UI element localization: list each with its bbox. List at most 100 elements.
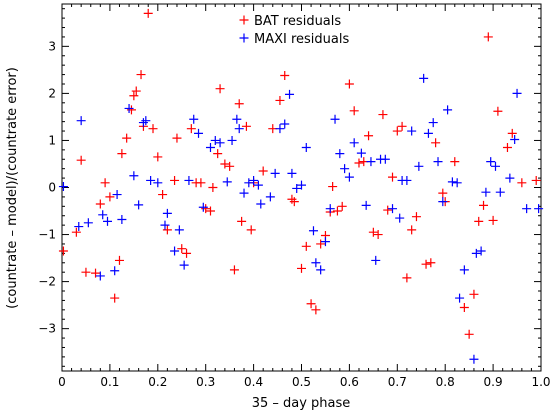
bat-residual-point <box>95 199 105 209</box>
legend: BAT residuals MAXI residuals <box>239 14 349 47</box>
x-tick-label: 0 <box>58 375 66 389</box>
maxi-residual-point <box>361 200 371 210</box>
maxi-residual-point <box>423 128 433 138</box>
bat-residual-point <box>402 273 412 283</box>
x-tick-label: 0.5 <box>292 375 311 389</box>
maxi-residual-point <box>110 266 120 276</box>
maxi-residual-point <box>320 237 330 247</box>
bat-residual-point <box>311 305 321 315</box>
x-tick-labels: 0 0.1 0.2 0.3 0.4 0.5 0.6 0.7 0.8 0.9 1.0 <box>58 375 550 389</box>
maxi-residual-point <box>455 293 465 303</box>
bat-residual-point <box>213 149 223 159</box>
bat-residual-point <box>110 293 120 303</box>
maxi-residual-point <box>95 271 105 281</box>
bat-residual-point <box>479 200 489 210</box>
maxi-residual-point <box>486 157 496 167</box>
maxi-residual-point <box>340 164 350 174</box>
bat-residual-point <box>531 175 541 185</box>
maxi-residual-point <box>162 208 172 218</box>
maxi-residual-point <box>285 89 295 99</box>
bat-residual-point <box>438 188 448 198</box>
legend-item-bat: BAT residuals <box>239 14 341 29</box>
bat-residual-point <box>431 138 441 148</box>
maxi-residual-point <box>160 220 170 230</box>
bat-residual-point <box>450 157 460 167</box>
bat-residual-point <box>91 268 101 278</box>
bat-residual-point <box>383 205 393 215</box>
x-tick-label: 0.8 <box>436 375 455 389</box>
bat-residual-point <box>373 230 383 240</box>
maxi-residual-point <box>210 135 220 145</box>
axis-ticks <box>61 4 542 371</box>
y-tick-label: −2 <box>38 275 56 289</box>
maxi-residual-point <box>194 128 204 138</box>
bat-residual-point <box>201 204 211 214</box>
maxi-residual-point <box>349 138 359 148</box>
bat-residual-point <box>483 32 493 42</box>
maxi-residual-point <box>153 178 163 188</box>
x-tick-label: 0.1 <box>100 375 119 389</box>
maxi-residual-point <box>311 258 321 268</box>
maxi-residual-point <box>447 177 457 187</box>
y-tick-label: 1 <box>48 133 56 147</box>
maxi-residual-point <box>371 255 381 265</box>
x-tick-label: 0.7 <box>388 375 407 389</box>
maxi-residual-point <box>469 354 479 364</box>
bat-residual-point <box>397 121 407 131</box>
bat-residual-point <box>328 182 338 192</box>
y-tick-label: 3 <box>48 39 56 53</box>
bat-residual-point <box>297 263 306 273</box>
bat-residual-point <box>196 178 206 188</box>
bat-residual-point <box>411 212 421 222</box>
bat-residual-point <box>105 192 115 202</box>
maxi-residual-point <box>438 197 448 207</box>
bat-residual-point <box>71 227 81 237</box>
bat-residual-point <box>378 110 388 120</box>
y-tick-labels: −3 −2 −1 0 1 2 3 <box>38 39 56 335</box>
maxi-residual-point <box>344 172 354 182</box>
bat-residual-point <box>234 99 244 109</box>
maxi-residual-point <box>452 178 462 188</box>
bat-residual-point <box>354 158 364 168</box>
maxi-residual-point <box>270 168 280 178</box>
bat-residual-point <box>100 178 110 188</box>
maxi-residual-point <box>256 199 266 209</box>
maxi-residual-point <box>433 157 443 167</box>
x-tick-label: 0.2 <box>148 375 167 389</box>
bat-residual-point <box>502 143 512 153</box>
bat-residual-point <box>459 302 469 312</box>
legend-label-maxi: MAXI residuals <box>254 32 349 47</box>
maxi-residual-point <box>76 116 86 126</box>
x-tick-label: 0.6 <box>340 375 359 389</box>
bat-residual-point <box>153 152 163 162</box>
maxi-residual-point <box>280 119 290 129</box>
maxi-residual-point <box>395 213 405 223</box>
bat-residual-point <box>349 106 359 116</box>
maxi-residual-point <box>103 216 113 226</box>
bat-residual-point <box>287 194 297 204</box>
maxi-residual-point <box>112 190 122 200</box>
maxi-residual-point <box>428 118 438 128</box>
legend-item-maxi: MAXI residuals <box>239 32 349 47</box>
bat-residual-point <box>426 258 436 268</box>
maxi-residual-point <box>330 114 340 124</box>
bat-residual-point <box>469 289 479 299</box>
maxi-residual-point <box>335 149 345 159</box>
maxi-residual-point <box>234 124 244 134</box>
maxi-residual-point <box>325 204 335 214</box>
legend-marker-maxi <box>239 33 249 43</box>
maxi-residual-point <box>146 175 156 185</box>
maxi-residual-point <box>227 135 237 145</box>
bat-residual-point <box>81 267 91 277</box>
bat-residual-point <box>316 239 326 249</box>
maxi-residual-point <box>58 182 68 192</box>
x-tick-label: 0.4 <box>244 375 263 389</box>
x-tick-label: 0.9 <box>484 375 503 389</box>
maxi-residual-point <box>510 135 520 145</box>
maxi-residual-point <box>471 248 481 258</box>
maxi-residual-point <box>253 180 263 190</box>
bat-residual-point <box>493 106 503 116</box>
x-axis-label: 35 – day phase <box>252 396 351 411</box>
maxi-residual-point <box>179 260 189 270</box>
maxi-residual-point <box>98 210 108 220</box>
